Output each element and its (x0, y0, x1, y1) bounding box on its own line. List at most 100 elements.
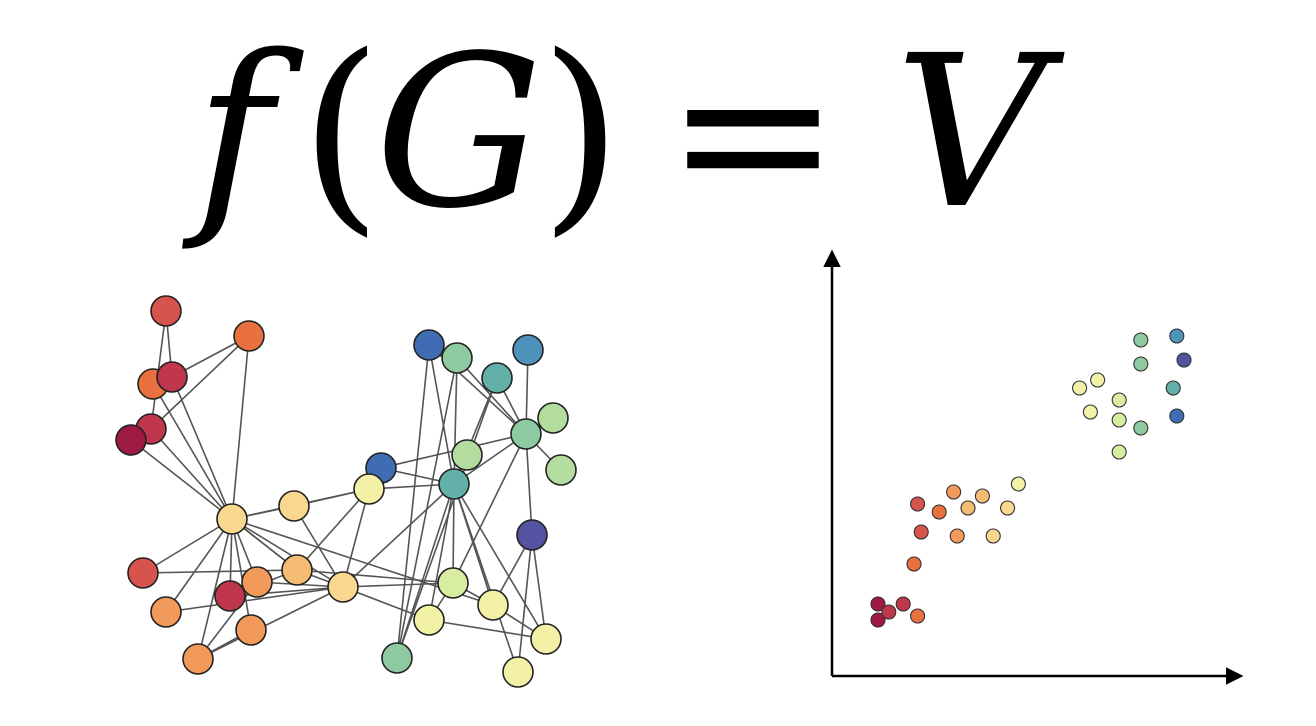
graph-node (413, 604, 445, 636)
scatter-point (1169, 408, 1185, 424)
graph-node (235, 614, 267, 646)
scatter-point (1111, 444, 1127, 460)
graph-node (281, 554, 313, 586)
graph-edge (396, 483, 455, 659)
graph-node (438, 468, 470, 500)
graph-edge (428, 483, 455, 621)
graph-node (233, 320, 265, 352)
graph-edge (453, 483, 547, 640)
graph-edge (150, 335, 250, 430)
graph-edge (453, 483, 519, 673)
graph-node (502, 656, 534, 688)
scatter-axes (823, 249, 1244, 685)
graph-node (481, 362, 513, 394)
scatter-point (1133, 420, 1149, 436)
formula-V: V (895, 10, 1065, 255)
graph-node (278, 490, 310, 522)
graph-node (516, 519, 548, 551)
graph-edge (525, 433, 533, 536)
graph-nodes (115, 295, 577, 688)
formula-f: f (182, 10, 304, 255)
graph-node (214, 580, 246, 612)
scatter-point (910, 608, 926, 624)
scatter-point (974, 488, 990, 504)
graph-edge (231, 518, 344, 588)
graph-node (150, 596, 182, 628)
graph-node (510, 418, 542, 450)
graph-edge (142, 518, 233, 574)
scatter-point (1176, 352, 1192, 368)
graph-edge (342, 483, 455, 588)
graph-node (537, 402, 569, 434)
graph-edge (231, 335, 250, 520)
scatter-point (1133, 332, 1149, 348)
graph-edge (296, 569, 454, 584)
graph-edge (517, 534, 533, 673)
graph-node (413, 329, 445, 361)
scatter-point (960, 500, 976, 516)
formula-right-paren: ) (540, 10, 622, 255)
scatter-point (910, 496, 926, 512)
graph-edge (197, 581, 258, 660)
graph-node (327, 571, 359, 603)
scatter-point (946, 484, 962, 500)
graph-node (156, 361, 188, 393)
graph-edge (342, 488, 370, 588)
scatter-point (1111, 392, 1127, 408)
graph-edge (428, 344, 455, 485)
graph-node (441, 342, 473, 374)
graph-edge (165, 518, 233, 613)
graph-node (512, 334, 544, 366)
graph-edge (231, 518, 252, 631)
scatter-point (1000, 500, 1016, 516)
graph-edge (342, 582, 454, 588)
graph-node (115, 424, 147, 456)
graph-edge (452, 483, 455, 584)
graph-node (381, 642, 413, 674)
graph-node (127, 557, 159, 589)
graph-node (241, 566, 273, 598)
scatter-point (906, 556, 922, 572)
scatter-point (1010, 476, 1026, 492)
graph-edge (452, 433, 527, 584)
scatter-point (870, 596, 886, 612)
scatter-point (895, 596, 911, 612)
graph-edge (396, 344, 430, 659)
scatter-point (931, 504, 947, 520)
graph-edge (171, 376, 233, 520)
graph-edge (165, 586, 344, 613)
graph-edge (142, 569, 298, 574)
scatter-point (1169, 328, 1185, 344)
graph-edge (130, 439, 233, 520)
graph-node (545, 454, 577, 486)
scatter-point (1090, 372, 1106, 388)
scatter-point (1072, 380, 1088, 396)
scatter-point (913, 524, 929, 540)
scatter-point (1133, 356, 1149, 372)
graph-node (353, 473, 385, 505)
scatter-points (870, 328, 1192, 628)
scatter-point (881, 604, 897, 620)
graph-edge (150, 428, 233, 520)
graph-node (451, 439, 483, 471)
graph-node (216, 503, 248, 535)
graph-node (477, 589, 509, 621)
graph-node (182, 643, 214, 675)
graph-edge (197, 586, 344, 660)
scatter-point (1082, 404, 1098, 420)
scatter-point (985, 528, 1001, 544)
graph-edge (456, 357, 527, 435)
scatter-point (1165, 380, 1181, 396)
formula-left-paren: ( (300, 10, 382, 255)
scatter-point (949, 528, 965, 544)
graph-node (530, 623, 562, 655)
formula-G: G (375, 10, 543, 255)
graph-edge (531, 534, 547, 640)
graph-edge (428, 619, 547, 640)
scatter-point (870, 612, 886, 628)
graph-edge (296, 488, 370, 571)
graph-node (150, 295, 182, 327)
graph-edge (197, 518, 233, 660)
formula-equals: = (665, 10, 841, 255)
